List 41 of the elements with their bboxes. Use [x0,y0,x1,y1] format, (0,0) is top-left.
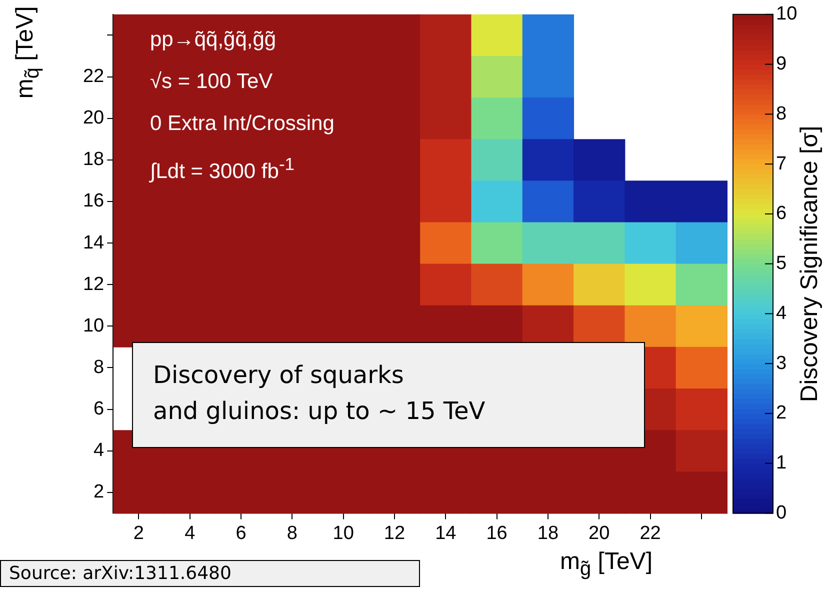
note-box: Source: arXiv:1311.6480 [0,560,420,587]
x-tick-label: 4 [184,522,196,544]
annotation: 0 Extra Int/Crossing [150,112,334,136]
color-bar-label: 0 [776,502,787,524]
color-bar-label: 5 [776,253,787,274]
x-tick-label: 12 [384,522,406,544]
x-tick-label: 10 [332,522,354,544]
color-bar-label: 7 [776,153,787,174]
color-bar-label: 9 [776,54,787,75]
color-bar-title: Discovery Significance [σ] [796,124,824,404]
y-tick-label: 6 [94,398,104,420]
y-tick-label: 4 [94,440,105,462]
x-axis-title: m$_{g̃}$ [TeV] [560,548,652,581]
y-tick-label: 20 [82,108,104,129]
y-tick-label: 12 [82,274,104,295]
x-tick-label: 22 [640,522,661,544]
color-bar-label: 8 [776,103,787,124]
color-bar-label: 10 [776,4,798,25]
annotation: √s = 100 TeV [150,70,273,94]
x-tick-label: 14 [435,522,457,544]
y-tick-label: 2 [94,482,104,503]
y-tick-label: 10 [82,315,104,336]
annotation: pp→q̃q̃,g̃q̃,g̃g̃ [150,28,276,52]
x-tick-label: 20 [588,522,610,544]
annotation: ∫Ldt = 3000 fb$^{-1}$ [150,154,295,184]
x-tick-label: 18 [537,522,559,544]
y-tick-label: 8 [94,356,104,378]
color-bar-label: 6 [776,203,787,224]
y-tick-label: 14 [82,232,105,254]
note-box: Discovery of squarks and gluinos: up to ~ 15 TeV [132,342,645,448]
color-bar-label: 4 [776,302,787,324]
y-tick-label: 16 [82,190,104,212]
color-bar-label: 1 [776,452,787,474]
color-bar-label: 3 [776,352,787,374]
y-tick-label: 18 [82,149,104,170]
x-tick-label: 2 [133,522,144,544]
y-tick-label: 22 [82,66,104,87]
x-tick-label: 8 [286,522,298,544]
x-tick-label: 16 [486,522,508,544]
color-bar-label: 2 [776,402,787,424]
x-tick-label: 6 [236,522,246,544]
